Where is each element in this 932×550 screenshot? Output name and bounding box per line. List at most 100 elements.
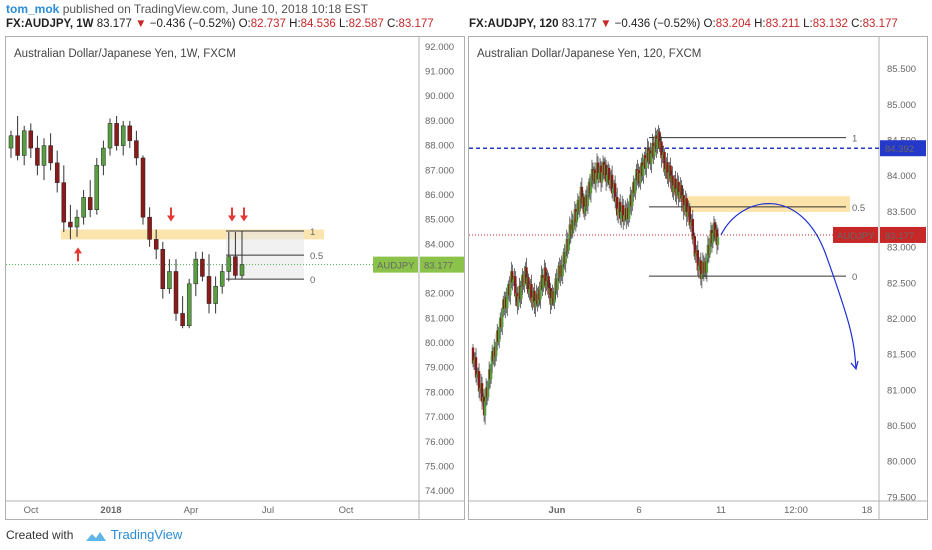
y-tick-label: 81.500: [887, 350, 916, 361]
candle-body: [613, 183, 617, 202]
candle-body: [674, 178, 677, 196]
candle-body: [219, 271, 225, 287]
x-tick-label: Oct: [339, 505, 354, 516]
tradingview-brand[interactable]: TradingView: [110, 527, 183, 542]
candle-body: [147, 216, 152, 240]
candle-body: [677, 181, 680, 199]
candle-body: [669, 165, 672, 183]
candle-body: [68, 221, 73, 228]
candle-body: [213, 286, 218, 304]
red-up-arrow-icon: [74, 247, 82, 262]
candle-body: [160, 249, 166, 289]
projection-arrowhead-icon: [850, 360, 859, 371]
candle-body: [206, 276, 212, 304]
low-label: L:: [803, 18, 813, 30]
candle-body: [678, 191, 681, 199]
symbol[interactable]: FX:AUDJPY, 120: [469, 18, 559, 30]
candle-body: [527, 277, 530, 294]
candle-body: [620, 211, 623, 219]
red-down-arrow-icon: [228, 207, 236, 222]
close-value: 83.177: [398, 18, 434, 30]
candle-body: [639, 172, 642, 184]
last-price-tag-bg: [880, 226, 926, 243]
candle-body: [716, 236, 720, 246]
y-tick-label: 89.000: [425, 116, 454, 127]
chart-title: Australian Dollar/Japanese Yen, 120, FXC…: [477, 48, 701, 60]
y-tick-label: 81.000: [425, 313, 454, 324]
candle-body: [580, 186, 584, 204]
candle-body: [74, 216, 80, 228]
resistance-zone: [61, 229, 324, 240]
fib-level-label: 1: [852, 134, 857, 145]
candle-body: [663, 151, 666, 173]
candle-body: [634, 181, 637, 194]
candle-body: [583, 206, 587, 214]
candle-body: [114, 123, 119, 146]
candle-body: [561, 264, 564, 277]
y-tick-label: 84.000: [425, 239, 454, 250]
candle-body: [578, 199, 582, 212]
y-tick-label: 79.500: [887, 492, 916, 503]
candle-body: [688, 206, 691, 226]
y-tick-label: 75.000: [425, 461, 454, 472]
y-tick-label: 82.000: [425, 289, 454, 300]
candle-body: [226, 256, 232, 272]
candle-body: [572, 219, 576, 230]
x-tick-label: Jun: [549, 505, 566, 516]
candle-body: [615, 196, 619, 216]
candle-body: [531, 297, 534, 303]
projection-curve: [720, 203, 857, 369]
down-arrow-icon: ▼: [135, 18, 147, 30]
candle-body: [696, 250, 700, 271]
weekly-chart-panel[interactable]: Australian Dollar/Japanese Yen, 1W, FXCM…: [5, 36, 465, 520]
intraday-chart[interactable]: Australian Dollar/Japanese Yen, 120, FXC…: [469, 37, 927, 519]
candle-body: [596, 162, 600, 180]
price-change: −0.436 (−0.52%): [614, 18, 701, 30]
y-tick-label: 76.000: [425, 437, 454, 448]
x-tick-label: Oct: [24, 505, 39, 516]
high-label: H:: [289, 18, 301, 30]
candle-body: [41, 145, 47, 166]
level-price-tag-label: 84.392: [885, 144, 914, 155]
candle-body: [550, 297, 553, 305]
candle-body: [35, 147, 40, 166]
candle-body: [153, 239, 159, 250]
candle-body: [671, 175, 674, 193]
y-tick-label: 80.500: [887, 421, 916, 432]
candle-body: [533, 290, 536, 308]
symbol[interactable]: FX:AUDJPY, 1W: [6, 18, 94, 30]
candle-body: [672, 185, 675, 193]
fib-level-label: 0: [852, 272, 857, 283]
candle-body: [628, 206, 631, 220]
intraday-chart-panel[interactable]: Australian Dollar/Japanese Yen, 120, FXC…: [468, 36, 928, 520]
weekly-chart[interactable]: Australian Dollar/Japanese Yen, 1W, FXCM…: [6, 37, 464, 519]
y-tick-label: 86.000: [425, 190, 454, 201]
author-link[interactable]: tom_mok: [6, 2, 60, 16]
red-down-arrow-icon: [167, 207, 175, 222]
last-price: 83.177: [561, 18, 597, 30]
chart-title: Australian Dollar/Japanese Yen, 1W, FXCM: [14, 48, 236, 60]
open-label: O:: [238, 18, 251, 30]
last-price-tag-label: 83.177: [885, 231, 914, 242]
candle-body: [689, 222, 692, 226]
candle-body: [653, 145, 656, 157]
candle-body: [180, 313, 185, 327]
candle-body: [594, 172, 598, 184]
candle-body: [520, 286, 523, 299]
candle-body: [501, 313, 504, 328]
candle-body: [134, 140, 139, 159]
right-symbol-header: FX:AUDJPY, 120 83.177 ▼ −0.436 (−0.52%) …: [469, 18, 898, 30]
candle-body: [605, 174, 609, 182]
candle-body: [567, 238, 570, 251]
last-price-tag-bg: [420, 256, 464, 273]
close-value: 83.177: [862, 18, 898, 30]
candle-body: [498, 329, 501, 342]
candle-body: [693, 236, 697, 257]
candle-body: [645, 157, 648, 169]
candle-body: [8, 135, 14, 149]
candle-body: [193, 258, 199, 285]
candle-body: [604, 164, 608, 182]
candle-body: [101, 147, 106, 166]
candle-body: [711, 232, 715, 244]
candle-body: [680, 185, 683, 202]
